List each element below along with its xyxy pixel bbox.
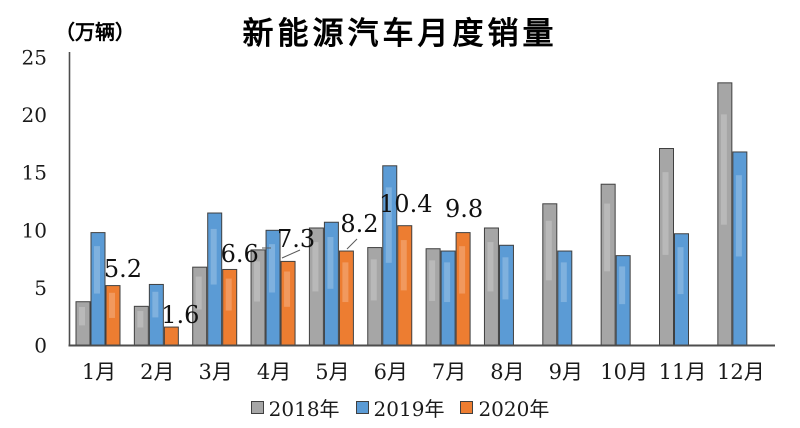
x-axis-tick-label: 4月: [257, 360, 291, 384]
y-axis-tick-label: 10: [22, 218, 47, 242]
bar-highlight: [79, 306, 85, 326]
bar-highlight: [225, 278, 232, 311]
x-axis-tick-label: 7月: [432, 360, 466, 384]
legend-label: 2020年: [478, 397, 550, 421]
bar-2020年-2月: [163, 326, 179, 346]
bar-highlight: [109, 292, 115, 318]
y-axis-unit-label: （万辆）: [55, 20, 135, 44]
x-axis-tick-label: 5月: [315, 360, 349, 384]
bar-highlight: [662, 172, 669, 255]
x-axis-tick-label: 8月: [490, 360, 524, 384]
bar-highlight: [152, 291, 159, 318]
bar-highlight: [459, 246, 466, 294]
data-label: 9.8: [445, 195, 483, 223]
y-axis-tick-label: 25: [22, 46, 47, 70]
x-axis-tick-label: 3月: [199, 360, 233, 384]
x-axis-tick-label: 10月: [600, 360, 648, 384]
legend-label: 2019年: [373, 397, 445, 421]
data-label: 8.2: [340, 210, 378, 238]
bar-highlight: [94, 246, 100, 294]
bar-highlight: [487, 242, 494, 292]
bar-highlight: [604, 203, 611, 272]
x-axis-tick-label: 6月: [374, 360, 408, 384]
bar-highlight: [370, 259, 377, 301]
bar-highlight: [195, 276, 202, 310]
x-axis-tick-label: 12月: [717, 360, 765, 384]
data-label: 7.3: [277, 225, 315, 253]
bar-highlight: [312, 242, 319, 292]
x-axis-tick-label: 11月: [659, 360, 707, 384]
legend-item-2020年: 2020年: [460, 393, 549, 422]
y-axis-tick-label: 5: [34, 276, 47, 300]
bar-highlight: [720, 114, 727, 225]
bar-highlight: [444, 262, 451, 303]
legend-label: 2018年: [268, 397, 340, 421]
bar-highlight: [137, 311, 144, 328]
bar-highlight: [677, 247, 684, 295]
x-axis-tick-label: 9月: [549, 360, 583, 384]
legend: 2018年 2019年 2020年: [0, 393, 800, 422]
leader-line: [281, 249, 301, 259]
bar-highlight: [735, 175, 742, 257]
data-label: 6.6: [221, 240, 259, 268]
x-axis-tick-label: 1月: [82, 360, 116, 384]
bar-highlight: [284, 271, 291, 307]
leader-line: [346, 238, 358, 250]
bar-highlight: [619, 266, 626, 305]
bar-highlight: [385, 187, 392, 263]
data-label: 10.4: [379, 190, 432, 218]
y-axis-tick-label: 20: [22, 103, 47, 127]
bar-highlight: [429, 260, 436, 301]
y-axis-tick-label: 15: [22, 161, 47, 185]
bar-highlight: [210, 228, 217, 285]
legend-swatch-icon: [460, 401, 474, 414]
bar-highlight: [560, 262, 567, 303]
bar-highlight: [502, 257, 509, 300]
legend-swatch-icon: [250, 401, 264, 414]
legend-swatch-icon: [355, 401, 369, 414]
data-label: 1.6: [161, 301, 199, 329]
bar-highlight: [342, 262, 349, 303]
chart-title: 新能源汽车月度销量: [242, 16, 558, 52]
legend-item-2019年: 2019年: [355, 393, 445, 422]
bar-highlight: [327, 237, 334, 289]
bar-highlight: [269, 244, 276, 293]
data-label: 5.2: [104, 255, 142, 283]
y-axis-tick-label: 0: [34, 334, 47, 358]
bar-highlight: [400, 240, 407, 291]
legend-item-2018年: 2018年: [250, 393, 340, 422]
bar-highlight: [545, 220, 552, 281]
x-axis-tick-label: 2月: [140, 360, 174, 384]
bar-highlight: [254, 261, 261, 302]
